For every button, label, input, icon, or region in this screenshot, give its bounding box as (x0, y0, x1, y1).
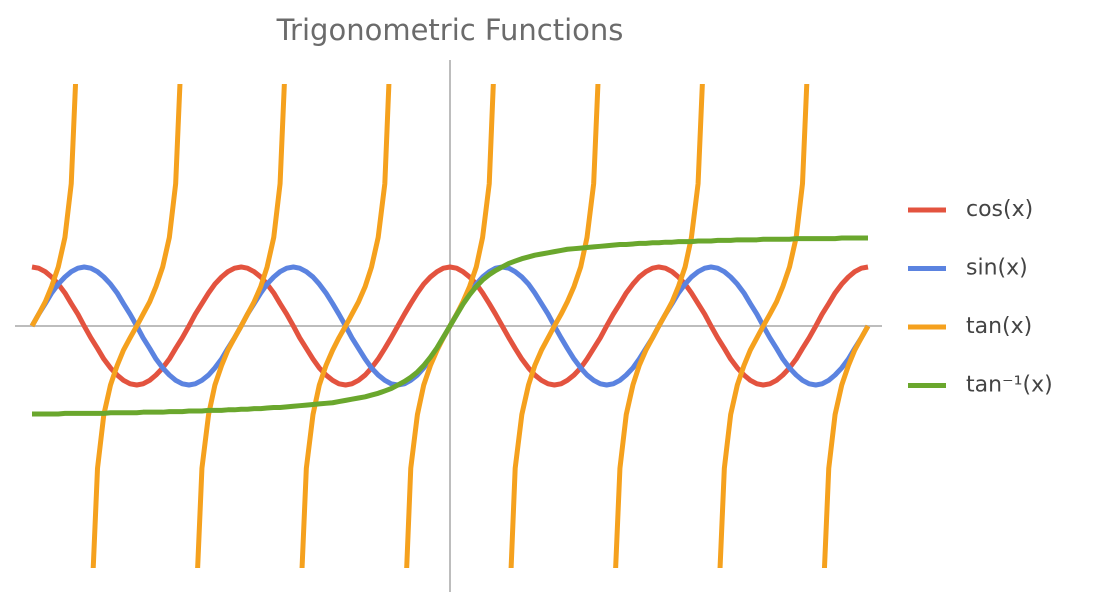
series-line (32, 235, 868, 417)
legend-label: sin(x) (966, 256, 1028, 281)
legend-label: tan⁻¹(x) (966, 373, 1053, 398)
chart-title: Trigonometric Functions (276, 13, 624, 47)
legend-label: tan(x) (966, 314, 1032, 339)
plot-area (29, 84, 871, 568)
legend-label: cos(x) (966, 197, 1033, 222)
series-line (31, 264, 869, 388)
